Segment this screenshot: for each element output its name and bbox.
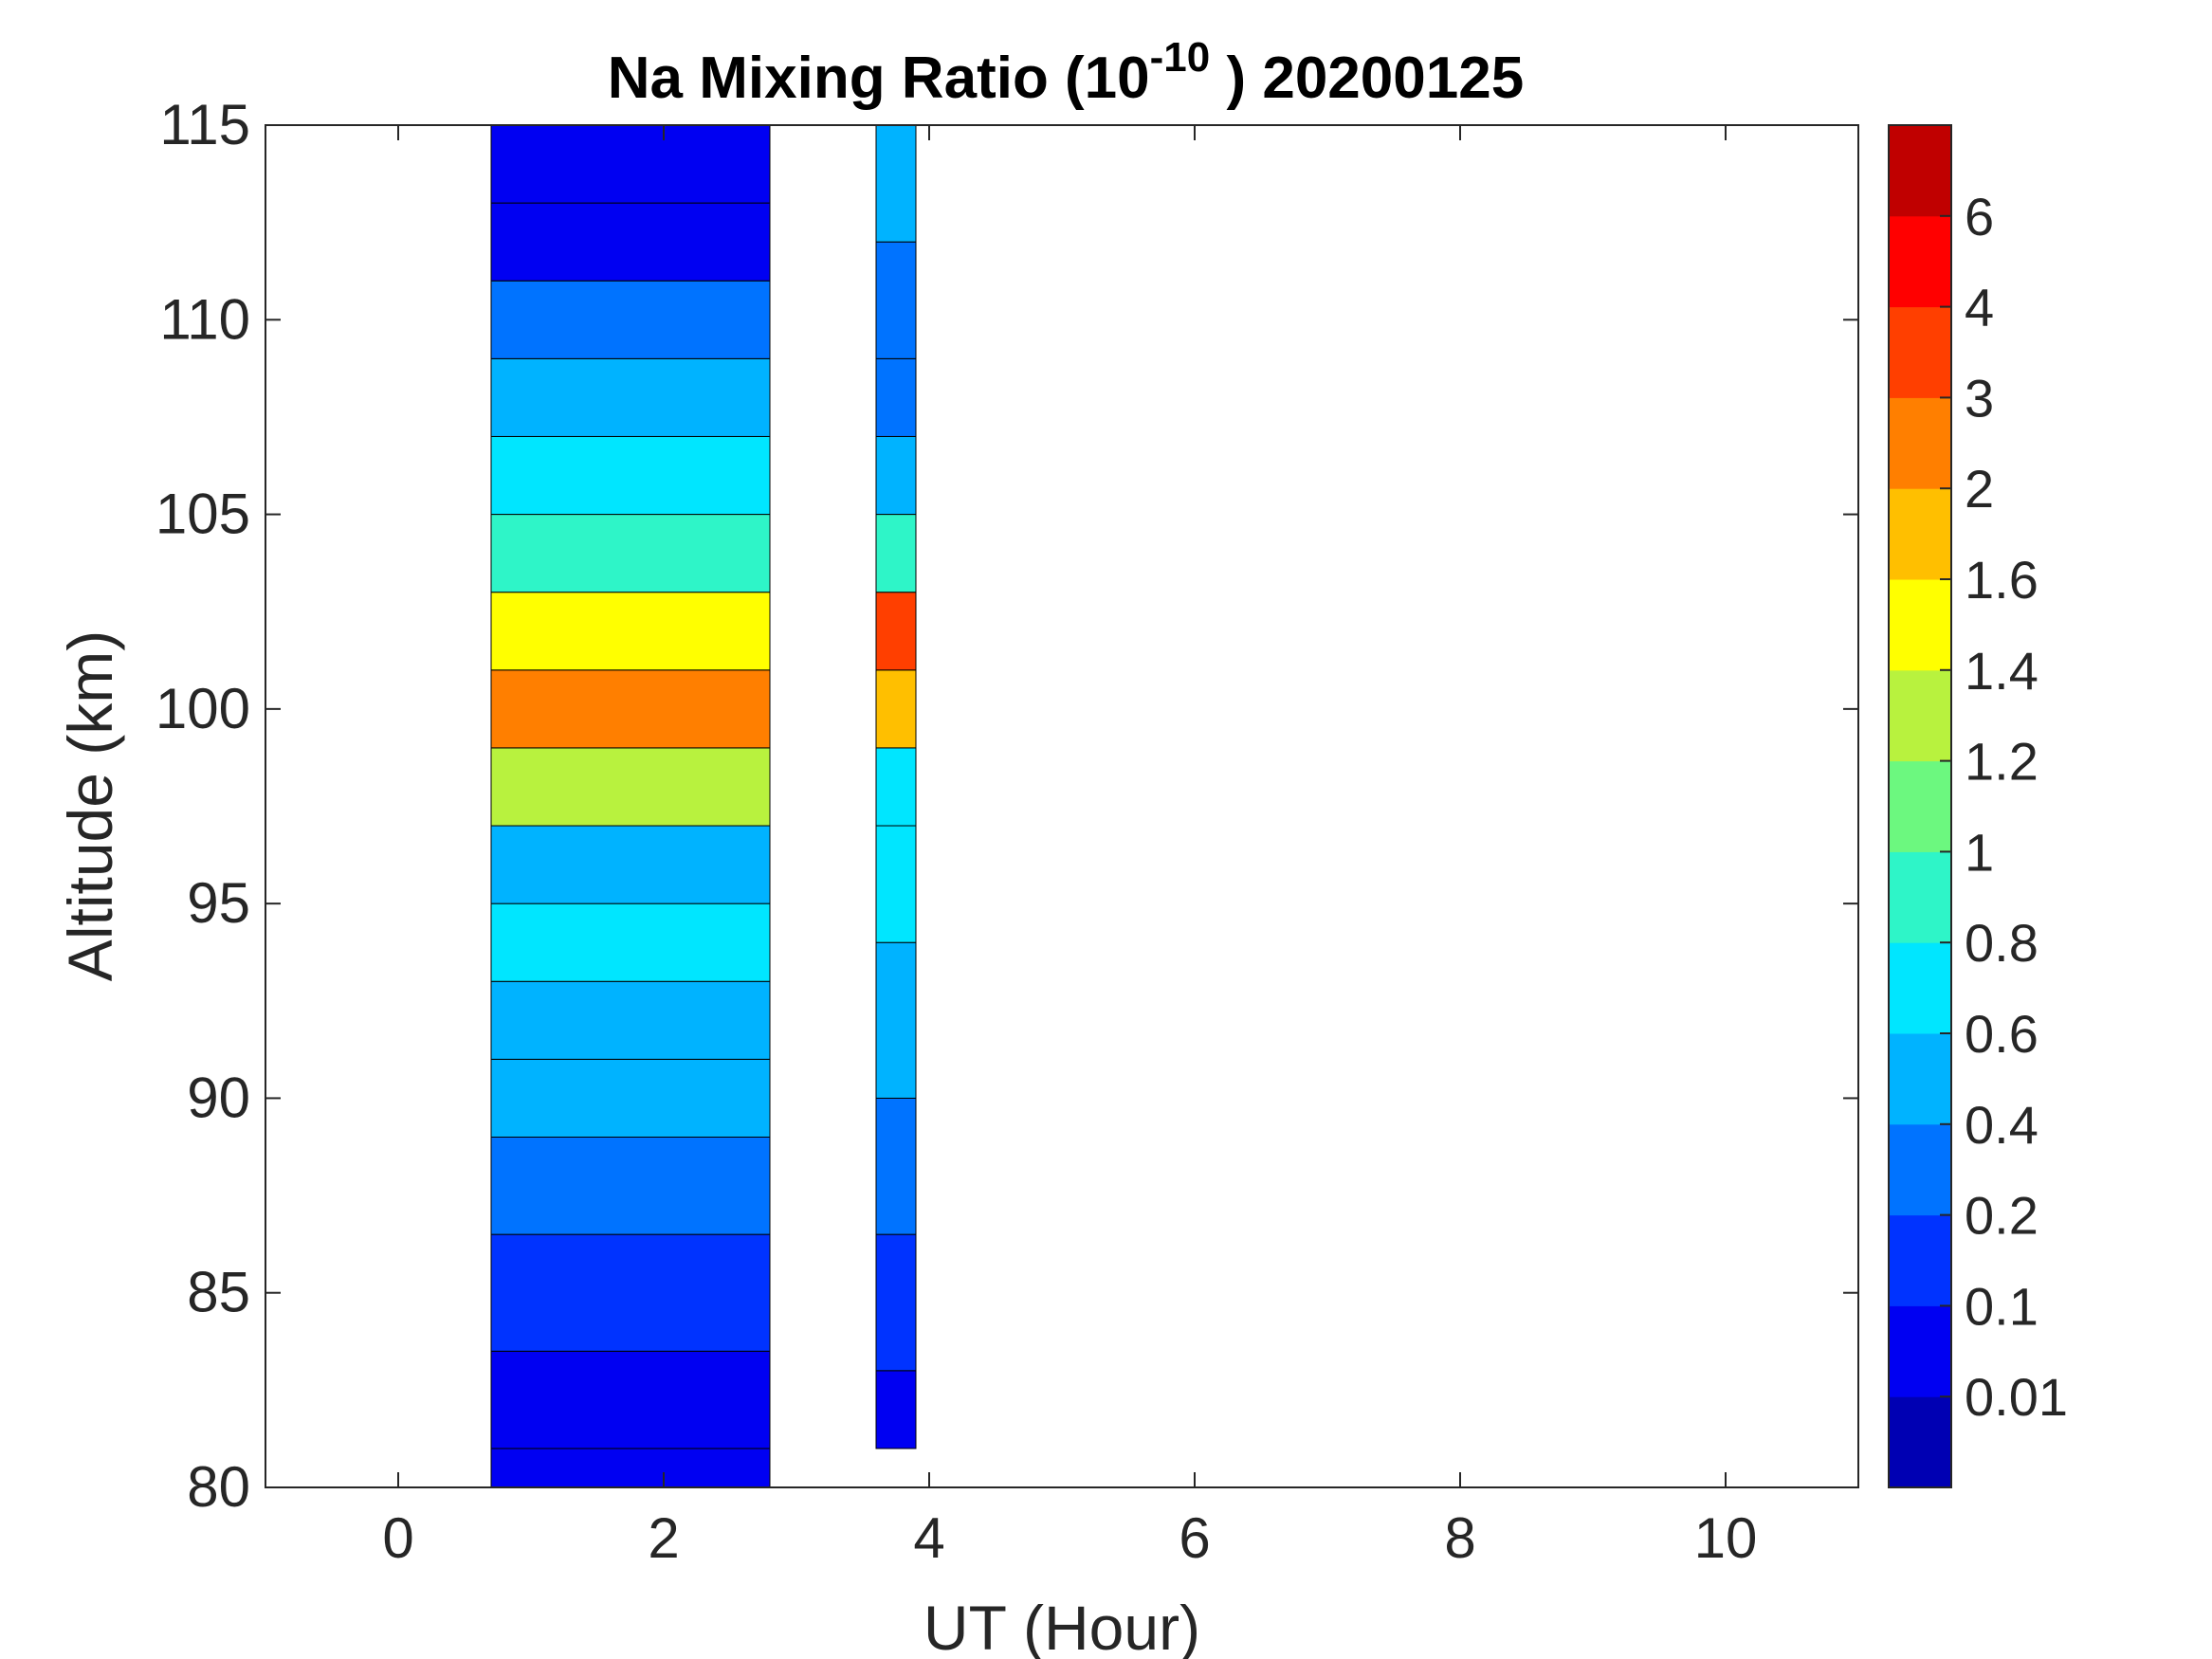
- colorbar-tick-label: 0.4: [1965, 1095, 2038, 1155]
- colorbar-segment: [1889, 579, 1951, 671]
- colorbar-tick-label: 0.2: [1965, 1186, 2038, 1246]
- colorbar-segment: [1889, 1305, 1951, 1397]
- y-tick-label: 100: [155, 677, 250, 740]
- profile-cell: [875, 241, 917, 359]
- colorbar-segment: [1889, 851, 1951, 943]
- y-tick-label: 115: [159, 93, 250, 156]
- profile-cell: [490, 1233, 771, 1352]
- y-axis: 80 85 90 95 100 105 110 115: [155, 93, 1858, 1519]
- colorbar-tick-label: 0.1: [1965, 1276, 2038, 1336]
- y-tick-label: 95: [187, 871, 250, 935]
- profile-cell: [490, 747, 771, 827]
- x-tick-label: 8: [1444, 1506, 1475, 1570]
- profile-cell: [490, 435, 771, 516]
- plot-area: 0 2 4 6 8 10 80 85 90 95 100 105 110 115: [155, 93, 1859, 1570]
- y-axis-label: Altitude (km): [55, 630, 125, 981]
- colorbar-segment: [1889, 488, 1951, 580]
- colorbar-segment: [1889, 1214, 1951, 1306]
- title-superscript: -10: [1150, 34, 1211, 81]
- profile-cell: [875, 592, 917, 671]
- data-panels: [490, 124, 917, 1488]
- profile-cell: [490, 592, 771, 671]
- profile-cell: [875, 357, 917, 437]
- y-tick-label: 105: [155, 483, 250, 546]
- profile-cell: [875, 1233, 917, 1372]
- profile-cell: [875, 669, 917, 749]
- x-tick-label: 6: [1179, 1506, 1210, 1570]
- x-tick-label: 10: [1694, 1506, 1758, 1570]
- profile-cell: [490, 902, 771, 982]
- y-tick-label: 90: [187, 1066, 250, 1129]
- y-tick-label: 85: [187, 1261, 250, 1324]
- profile-cell: [875, 514, 917, 593]
- y-tick-label: 110: [159, 287, 250, 351]
- profile-cell: [490, 202, 771, 282]
- colorbar-segment: [1889, 942, 1951, 1034]
- colorbar-tick-label: 1: [1965, 822, 1994, 882]
- profile-cell: [490, 357, 771, 437]
- profile-cell: [490, 280, 771, 359]
- data-panel-1: [490, 124, 771, 1488]
- profile-cell: [490, 1448, 771, 1488]
- colorbar-segment: [1889, 1123, 1951, 1216]
- x-axis-label: UT (Hour): [923, 1593, 1200, 1659]
- colorbar-segment: [1889, 306, 1951, 398]
- profile-cell: [490, 1136, 771, 1235]
- profile-cell: [875, 124, 917, 243]
- profile-cell: [875, 1097, 917, 1235]
- axes-box: [265, 124, 1859, 1488]
- profile-cell: [875, 825, 917, 943]
- profile-cell: [490, 669, 771, 749]
- data-panel-2: [875, 124, 917, 1449]
- colorbar-tick-label: 0.01: [1965, 1367, 2068, 1427]
- profile-cell: [490, 980, 771, 1060]
- profile-cell: [490, 1058, 771, 1138]
- colorbar-segment: [1889, 125, 1951, 217]
- colorbar-tick-label: 4: [1965, 278, 1994, 337]
- colorbar-tick-label: 2: [1965, 459, 1994, 519]
- x-axis: 0 2 4 6 8 10: [382, 125, 1757, 1570]
- colorbar-tick-label: 1.2: [1965, 732, 2038, 792]
- colorbar-segment: [1889, 397, 1951, 489]
- profile-cell: [490, 124, 771, 204]
- colorbar-tick-label: 6: [1965, 187, 1994, 246]
- profile-cell: [875, 435, 917, 516]
- colorbar-tick-label: 1.6: [1965, 550, 2038, 610]
- profile-cell: [875, 1370, 917, 1449]
- colorbar-segment: [1889, 669, 1951, 762]
- x-tick-label: 0: [382, 1506, 413, 1570]
- x-tick-label: 4: [913, 1506, 944, 1570]
- profile-cell: [490, 514, 771, 593]
- colorbar-tick-label: 3: [1965, 368, 1994, 428]
- colorbar: 0.01 0.1 0.2 0.4 0.6 0.8 1 1.2 1.4 1.6 2 3 4 6: [1888, 124, 2068, 1488]
- colorbar-segment: [1889, 1396, 1951, 1488]
- title-prefix: Na Mixing Ratio (10: [608, 46, 1150, 111]
- colorbar-segment: [1889, 1033, 1951, 1125]
- colorbar-frame: [1888, 124, 1952, 1488]
- x-tick-label: 2: [648, 1506, 679, 1570]
- profile-cell: [875, 747, 917, 827]
- y-tick-label: 80: [187, 1455, 250, 1519]
- title-suffix: ) 20200125: [1210, 46, 1524, 111]
- colorbar-segment: [1889, 215, 1951, 308]
- profile-cell: [490, 1350, 771, 1449]
- colorbar-tick-label: 0.6: [1965, 1004, 2038, 1064]
- colorbar-tick-label: 0.8: [1965, 913, 2038, 973]
- colorbar-tick-label: 1.4: [1965, 641, 2038, 701]
- colorbar-segment: [1889, 760, 1951, 852]
- profile-cell: [490, 825, 771, 904]
- profile-cell: [875, 941, 917, 1099]
- chart-title: Na Mixing Ratio (10-10 ) 20200125: [608, 34, 1524, 111]
